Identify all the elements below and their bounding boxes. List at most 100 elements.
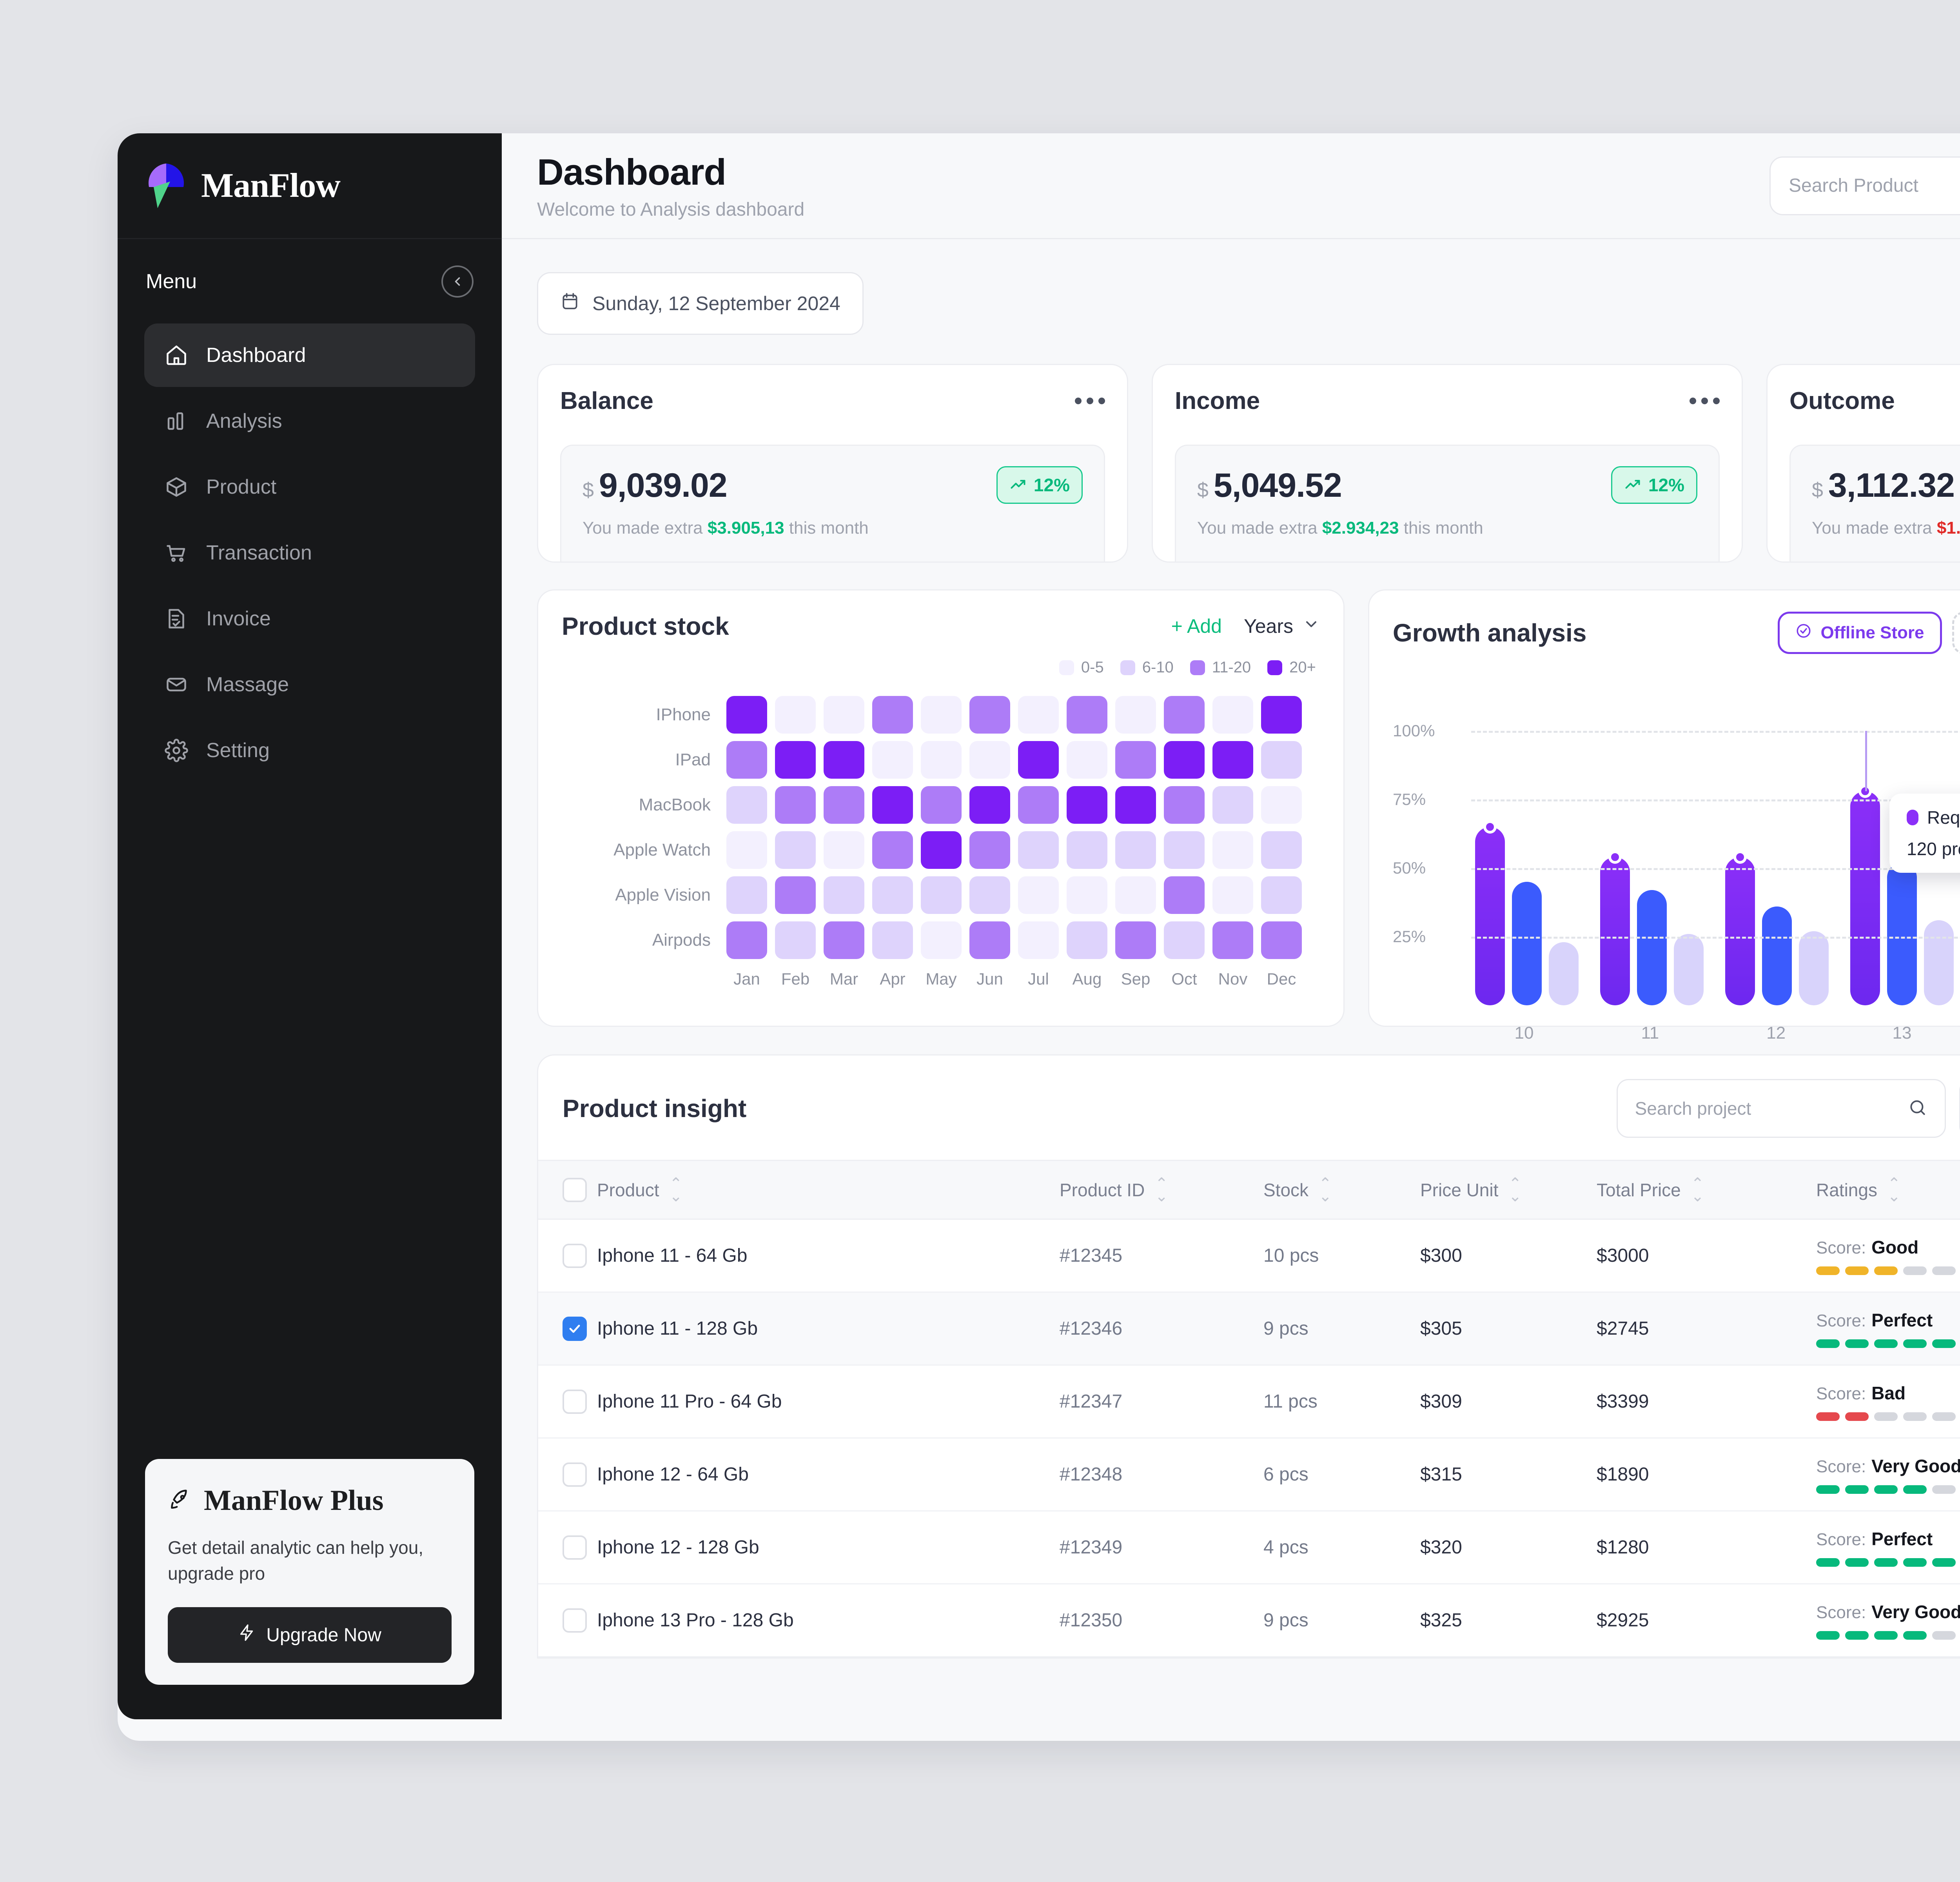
sidebar-item-product[interactable]: Product — [144, 455, 475, 519]
bar[interactable] — [1887, 863, 1917, 1005]
bar[interactable] — [1762, 906, 1792, 1005]
bar[interactable] — [1924, 920, 1954, 1005]
bar[interactable] — [1674, 934, 1704, 1005]
heatmap-cell[interactable] — [726, 831, 767, 869]
bar[interactable] — [1549, 942, 1579, 1005]
more-horizontal-icon[interactable] — [1075, 398, 1105, 404]
row-select-cell[interactable] — [538, 1365, 597, 1439]
heatmap-cell[interactable] — [824, 831, 864, 869]
period-select[interactable]: Years — [1244, 615, 1320, 638]
heatmap-cell[interactable] — [969, 741, 1010, 779]
heatmap-cell[interactable] — [969, 831, 1010, 869]
table-row[interactable]: Iphone 12 - 64 Gb #12348 6 pcs $315 $1890 Sco… — [538, 1438, 1960, 1511]
heatmap-cell[interactable] — [1018, 786, 1059, 824]
sort-icon[interactable]: ⌃ ⌄ — [669, 1175, 683, 1205]
heatmap-cell[interactable] — [1115, 786, 1156, 824]
heatmap-cell[interactable] — [1164, 696, 1205, 734]
heatmap-cell[interactable] — [775, 786, 816, 824]
heatmap-cell[interactable] — [1212, 786, 1253, 824]
heatmap-cell[interactable] — [1018, 831, 1059, 869]
heatmap-cell[interactable] — [824, 741, 864, 779]
heatmap-cell[interactable] — [969, 696, 1010, 734]
bar[interactable] — [1637, 890, 1667, 1005]
project-search-input[interactable] — [1635, 1098, 1886, 1119]
add-stock-button[interactable]: + Add — [1171, 615, 1222, 637]
heatmap-cell[interactable] — [921, 696, 962, 734]
bar[interactable] — [1512, 882, 1542, 1005]
project-search[interactable] — [1616, 1079, 1946, 1138]
heatmap-cell[interactable] — [1115, 696, 1156, 734]
heatmap-cell[interactable] — [824, 696, 864, 734]
collapse-sidebar-button[interactable] — [441, 265, 474, 298]
heatmap-cell[interactable] — [775, 741, 816, 779]
sort-icon[interactable]: ⌃ ⌄ — [1508, 1175, 1522, 1205]
row-checkbox[interactable] — [563, 1462, 587, 1487]
tab-offline-store[interactable]: Offline Store — [1778, 612, 1942, 654]
heatmap-cell[interactable] — [1164, 831, 1205, 869]
heatmap-cell[interactable] — [1067, 831, 1107, 869]
heatmap-cell[interactable] — [969, 876, 1010, 914]
row-checkbox[interactable] — [563, 1608, 587, 1633]
heatmap-cell[interactable] — [775, 876, 816, 914]
bar[interactable] — [1725, 857, 1755, 1005]
heatmap-cell[interactable] — [1164, 921, 1205, 959]
heatmap-cell[interactable] — [1261, 786, 1302, 824]
column-header[interactable]: Total Price ⌃ ⌄ — [1597, 1160, 1816, 1220]
sort-icon[interactable]: ⌃ ⌄ — [1691, 1175, 1704, 1205]
table-row[interactable]: Iphone 11 - 128 Gb #12346 9 pcs $305 $2745 Sc… — [538, 1292, 1960, 1366]
heatmap-cell[interactable] — [1018, 876, 1059, 914]
sort-icon[interactable]: ⌃ ⌄ — [1155, 1175, 1168, 1205]
heatmap-cell[interactable] — [1212, 831, 1253, 869]
heatmap-cell[interactable] — [726, 921, 767, 959]
more-horizontal-icon[interactable] — [1690, 398, 1720, 404]
sidebar-item-massage[interactable]: Massage — [144, 653, 475, 716]
heatmap-cell[interactable] — [775, 831, 816, 869]
heatmap-cell[interactable] — [1115, 831, 1156, 869]
bar[interactable] — [1850, 791, 1880, 1005]
column-header[interactable]: Product ⌃ ⌄ — [597, 1160, 1060, 1220]
heatmap-cell[interactable] — [872, 921, 913, 959]
heatmap-cell[interactable] — [775, 921, 816, 959]
heatmap-cell[interactable] — [1164, 876, 1205, 914]
column-header[interactable]: Price Unit ⌃ ⌄ — [1420, 1160, 1597, 1220]
heatmap-cell[interactable] — [1212, 876, 1253, 914]
heatmap-cell[interactable] — [1067, 786, 1107, 824]
column-header[interactable]: Product ID ⌃ ⌄ — [1060, 1160, 1263, 1220]
heatmap-cell[interactable] — [872, 831, 913, 869]
heatmap-cell[interactable] — [1212, 696, 1253, 734]
date-picker[interactable]: Sunday, 12 September 2024 — [537, 272, 864, 335]
sidebar-item-invoice[interactable]: Invoice — [144, 587, 475, 650]
heatmap-cell[interactable] — [1067, 921, 1107, 959]
sidebar-item-analysis[interactable]: Analysis — [144, 389, 475, 453]
heatmap-cell[interactable] — [1018, 696, 1059, 734]
heatmap-cell[interactable] — [726, 786, 767, 824]
row-checkbox[interactable] — [563, 1243, 587, 1268]
row-select-cell[interactable] — [538, 1584, 597, 1657]
heatmap-cell[interactable] — [872, 696, 913, 734]
row-checkbox[interactable] — [563, 1535, 587, 1560]
heatmap-cell[interactable] — [1067, 876, 1107, 914]
heatmap-cell[interactable] — [969, 786, 1010, 824]
heatmap-cell[interactable] — [726, 741, 767, 779]
heatmap-cell[interactable] — [921, 786, 962, 824]
sidebar-item-setting[interactable]: Setting — [144, 719, 475, 782]
heatmap-cell[interactable] — [969, 921, 1010, 959]
bar[interactable] — [1475, 827, 1505, 1005]
heatmap-cell[interactable] — [1067, 741, 1107, 779]
heatmap-cell[interactable] — [1115, 741, 1156, 779]
column-header[interactable]: Stock ⌃ ⌄ — [1263, 1160, 1420, 1220]
table-row[interactable]: Iphone 12 - 128 Gb #12349 4 pcs $320 $1280 Sc… — [538, 1511, 1960, 1584]
bar[interactable] — [1600, 857, 1630, 1005]
table-row[interactable]: Iphone 11 Pro - 64 Gb #12347 11 pcs $309 $33… — [538, 1365, 1960, 1439]
heatmap-cell[interactable] — [1261, 921, 1302, 959]
upgrade-now-button[interactable]: Upgrade Now — [168, 1607, 452, 1663]
heatmap-cell[interactable] — [775, 696, 816, 734]
row-select-cell[interactable] — [538, 1438, 597, 1511]
heatmap-cell[interactable] — [1018, 921, 1059, 959]
row-select-cell[interactable] — [538, 1292, 597, 1366]
heatmap-cell[interactable] — [1067, 696, 1107, 734]
row-checkbox[interactable] — [563, 1316, 587, 1341]
heatmap-cell[interactable] — [824, 786, 864, 824]
heatmap-cell[interactable] — [1018, 741, 1059, 779]
heatmap-cell[interactable] — [1164, 786, 1205, 824]
